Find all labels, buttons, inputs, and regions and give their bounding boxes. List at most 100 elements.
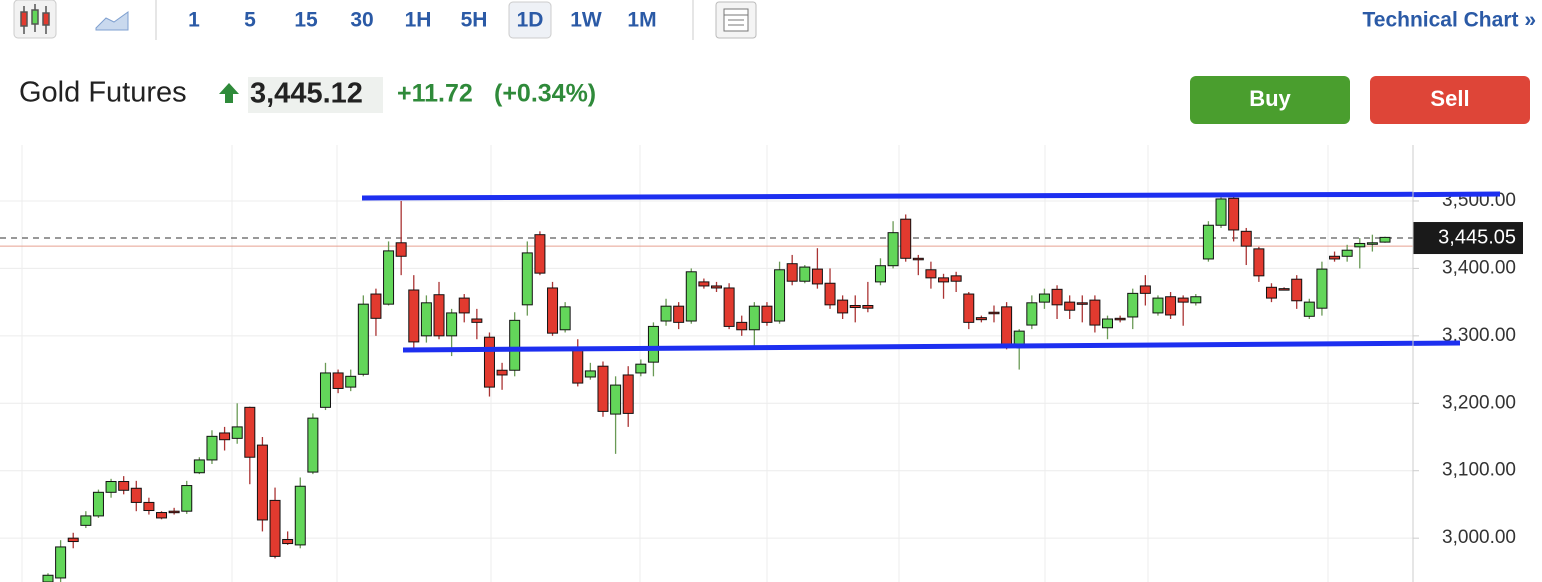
vertical-grid <box>21 145 1329 582</box>
candle-body <box>370 293 382 319</box>
buy-label: Buy <box>1249 86 1291 111</box>
candle-body <box>1127 292 1139 318</box>
candle-body <box>1139 285 1151 294</box>
candle-body <box>294 485 306 546</box>
candle-body <box>900 218 912 259</box>
price-bg <box>248 77 383 113</box>
candle-body <box>874 265 886 283</box>
candle-body <box>143 501 155 512</box>
candle-body <box>824 282 836 306</box>
candle-body <box>572 349 584 384</box>
candle-body <box>168 510 180 514</box>
interval-button[interactable]: 30 <box>350 9 373 32</box>
candle-body <box>887 232 899 267</box>
trendline <box>361 191 1413 201</box>
candle-body <box>761 305 773 323</box>
candle-body <box>736 321 748 331</box>
candle-body <box>1329 255 1341 260</box>
candle-body <box>92 491 104 517</box>
candle-body <box>559 306 571 331</box>
candle-body <box>446 312 458 337</box>
candle-body <box>635 363 647 374</box>
change-percent: (+0.34%) <box>494 80 596 108</box>
candle-body <box>395 242 407 257</box>
candle-body <box>799 266 811 282</box>
last-price-label: 3,445.05 <box>1438 226 1516 248</box>
candle-body <box>345 375 357 388</box>
candle-body <box>105 481 117 493</box>
interval-button[interactable]: 1W <box>570 9 602 32</box>
candle-body <box>1064 301 1076 311</box>
interval-button[interactable]: 1M <box>627 9 656 32</box>
candle-body <box>1240 230 1252 247</box>
candle-body <box>988 311 1000 315</box>
sell-button[interactable] <box>1370 76 1530 124</box>
interval-button[interactable]: 1D <box>517 9 544 32</box>
candle-body <box>723 287 735 327</box>
candle-body <box>1102 318 1114 329</box>
candle-body <box>521 252 533 306</box>
candle-body <box>496 369 508 376</box>
candle-body <box>584 370 596 378</box>
interval-button[interactable]: 5H <box>461 9 488 32</box>
candle-body <box>1341 249 1353 257</box>
candle-body <box>319 372 331 408</box>
interval-button[interactable]: 15 <box>294 9 318 32</box>
candle-body <box>925 269 937 279</box>
candle-body <box>685 271 697 322</box>
candle-body <box>1291 278 1303 302</box>
candle-body <box>42 574 54 582</box>
candle-body <box>786 263 798 282</box>
candle-body <box>534 234 546 274</box>
area-chart-button[interactable] <box>95 11 129 31</box>
candle-body <box>597 365 609 412</box>
candle-body <box>433 294 445 337</box>
candle-body <box>156 512 168 519</box>
candle-body <box>1190 296 1202 304</box>
candle-body <box>1265 286 1277 299</box>
candle-body <box>1215 198 1227 226</box>
interval-button[interactable]: 1 <box>188 9 200 32</box>
candle-body <box>1165 296 1177 316</box>
candle-body <box>1026 302 1038 326</box>
candle-body <box>711 285 722 289</box>
candle-body <box>647 325 659 363</box>
interval-button[interactable]: 1H <box>405 9 432 32</box>
candle-body <box>420 302 432 337</box>
chart: 3,000.00 3,100.00 3,200.00 3,300.00 3,400.00… <box>0 190 1523 582</box>
candle-body <box>193 459 205 474</box>
interval-button[interactable]: 5 <box>244 9 256 32</box>
y-tick-label: 3,300.00 <box>1442 325 1516 346</box>
up-arrow <box>219 83 239 103</box>
candle-body <box>547 287 559 334</box>
candle-body <box>118 481 130 491</box>
candle-body <box>1089 299 1101 326</box>
candle-body <box>660 305 672 322</box>
candle-body <box>181 485 193 512</box>
candle-body <box>1177 297 1189 303</box>
candle-body <box>1303 301 1315 317</box>
candle-body <box>938 277 950 283</box>
buy-button[interactable] <box>1190 76 1350 124</box>
candle-body <box>610 384 622 415</box>
candle-body <box>1051 288 1063 306</box>
price: 3,445.12 <box>250 78 363 110</box>
y-tick-label: 3,000.00 <box>1442 527 1516 548</box>
candle-body <box>862 305 874 309</box>
candle-body <box>509 319 521 371</box>
candle-body <box>1013 330 1025 346</box>
candle-body <box>950 275 962 282</box>
candle-icon <box>20 4 50 34</box>
candle-body <box>1366 242 1378 245</box>
technical-chart-link[interactable]: Technical Chart » <box>1363 9 1537 32</box>
candle-body <box>231 426 243 439</box>
y-tick-label: 3,200.00 <box>1442 392 1516 413</box>
candle-body <box>748 305 760 331</box>
candle-body <box>1114 317 1126 321</box>
candle-body <box>849 305 861 309</box>
candle-body <box>408 289 420 343</box>
candle-body <box>67 537 79 543</box>
candle-body <box>282 539 294 545</box>
candle-body <box>1152 297 1164 314</box>
